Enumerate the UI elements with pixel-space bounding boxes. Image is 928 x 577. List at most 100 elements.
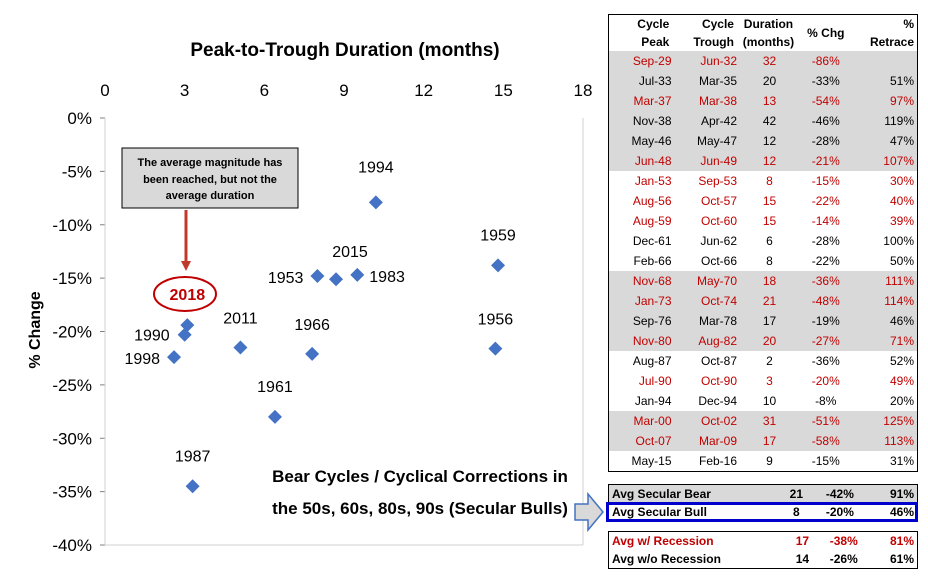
cell-chg: -58% [798, 431, 853, 451]
cell-chg: -15% [811, 174, 840, 188]
point-label-1998: 1998 [124, 351, 160, 368]
cell-chg: -21% [798, 151, 853, 171]
point-label-1983: 1983 [369, 269, 405, 286]
table-row: Jun-48 Jun-49 12 -21% 107% [608, 151, 918, 171]
summary-duration: 21 [780, 484, 813, 503]
callout-note: The average magnitude has been reached, … [121, 147, 299, 271]
table-row: Sep-29 Jun-32 32 -86% [608, 51, 918, 71]
cell-retrace: 97% [852, 91, 918, 111]
table-row: May-15 Feb-16 9 -15% 31% [609, 451, 918, 472]
cell-peak: Nov-68 [608, 271, 675, 291]
cell-chg: -14% [811, 214, 840, 228]
data-point-2015 [329, 272, 344, 287]
summary-row-without-recession: Avg w/o Recession 14 -26% 61% [609, 550, 918, 569]
cell-trough: Mar-38 [674, 91, 741, 111]
header-cycle-trough: Cycle Trough [693, 17, 734, 49]
highlight-ellipse [153, 276, 217, 312]
cell-peak: Feb-66 [633, 254, 672, 268]
cell-retrace: 114% [852, 291, 918, 311]
cell-duration: 3 [766, 374, 773, 388]
cell-trough: Oct-02 [674, 411, 741, 431]
cell-duration: 6 [766, 234, 773, 248]
cell-duration: 8 [766, 174, 773, 188]
point-label-1994: 1994 [358, 159, 394, 176]
cell-retrace: 46% [852, 311, 918, 331]
cell-chg: -15% [811, 454, 840, 468]
arrow-right-icon [574, 491, 604, 533]
cell-peak: Aug-56 [632, 194, 672, 208]
data-point-1998 [167, 350, 182, 365]
cell-chg: -48% [798, 291, 853, 311]
summary-row-secular-bear: Avg Secular Bear 21 -42% 91% [608, 484, 918, 503]
summary-duration: 14 [795, 552, 810, 566]
table-row: Jan-73 Oct-74 21 -48% 114% [608, 291, 918, 311]
data-point-1953 [310, 268, 325, 283]
header-pct-retrace: % Retrace [869, 17, 914, 49]
cell-trough: Aug-82 [674, 331, 741, 351]
data-point-1994 [368, 195, 383, 210]
point-label-1966: 1966 [294, 317, 330, 334]
y-tick-label: -30% [52, 429, 92, 448]
cell-duration: 8 [766, 254, 773, 268]
cell-chg: -19% [798, 311, 853, 331]
summary-chg: -26% [829, 552, 858, 566]
x-tick-label: 9 [339, 81, 348, 100]
callout-line-2: been reached, but not the [143, 174, 277, 186]
cell-trough: May-70 [674, 271, 741, 291]
cell-peak: Jun-48 [608, 151, 675, 171]
point-label-2018: 2018 [170, 287, 206, 304]
cell-trough: Oct-60 [701, 214, 738, 228]
cell-peak: May-46 [608, 131, 675, 151]
data-point-1959 [491, 258, 506, 273]
secular-bull-highlight [606, 502, 918, 522]
cell-retrace: 47% [852, 131, 918, 151]
y-axis-label: % Change [27, 291, 44, 368]
cell-duration: 13 [740, 91, 799, 111]
annotation-line-1: Bear Cycles / Cyclical Corrections in [272, 467, 568, 486]
cell-duration: 15 [762, 194, 777, 208]
cell-peak: Jan-73 [608, 291, 675, 311]
cell-peak: Aug-87 [632, 354, 672, 368]
cell-chg: -22% [811, 254, 840, 268]
y-tick-label: 0% [67, 109, 92, 128]
summary-chg: -20% [812, 503, 868, 522]
x-tick-label: 12 [414, 81, 433, 100]
summary-label: Avg w/o Recession [612, 552, 721, 566]
cell-peak: Jul-90 [638, 374, 672, 388]
cell-peak: Nov-38 [608, 111, 675, 131]
callout-line-1: The average magnitude has [138, 157, 283, 169]
cell-chg: -54% [798, 91, 853, 111]
x-tick-label: 15 [494, 81, 513, 100]
summary-retrace: 91% [867, 484, 918, 503]
cell-chg: -28% [811, 234, 840, 248]
summary-duration: 17 [795, 534, 810, 548]
bear-cycles-annotation: Bear Cycles / Cyclical Corrections in th… [272, 467, 568, 518]
callout-line-3: average duration [166, 190, 255, 202]
point-label-1953: 1953 [268, 270, 304, 287]
point-label-2011: 2011 [223, 311, 258, 328]
cell-peak: Jan-94 [634, 394, 672, 408]
cell-trough: May-47 [674, 131, 741, 151]
table-row: Mar-00 Oct-02 31 -51% 125% [608, 411, 918, 431]
cell-duration: 20 [740, 331, 799, 351]
table-row: Sep-76 Mar-78 17 -19% 46% [608, 311, 918, 331]
summary-label: Avg Secular Bull [608, 503, 781, 522]
cell-duration: 9 [766, 454, 773, 468]
cell-retrace: 100% [883, 234, 914, 248]
cell-retrace: 107% [852, 151, 918, 171]
scatter-chart: Peak-to-Trough Duration (months) 0 3 6 9 12 1… [27, 40, 604, 555]
y-tick-label: -40% [52, 536, 92, 555]
table-row: Nov-38 Apr-42 42 -46% 119% [608, 111, 918, 131]
cell-duration: 12 [740, 151, 799, 171]
cell-duration: 12 [740, 131, 799, 151]
point-label-1990: 1990 [134, 328, 170, 345]
y-tick-label: -10% [52, 216, 92, 235]
cell-duration: 18 [740, 271, 799, 291]
cell-duration: 32 [740, 51, 799, 71]
cell-peak: Mar-00 [608, 411, 675, 431]
cell-chg: -27% [798, 331, 853, 351]
table-row: Jul-90 Oct-90 3 -20% 49% [609, 371, 918, 391]
table-row: Oct-07 Mar-09 17 -58% 113% [608, 431, 918, 451]
cell-duration: 42 [740, 111, 799, 131]
